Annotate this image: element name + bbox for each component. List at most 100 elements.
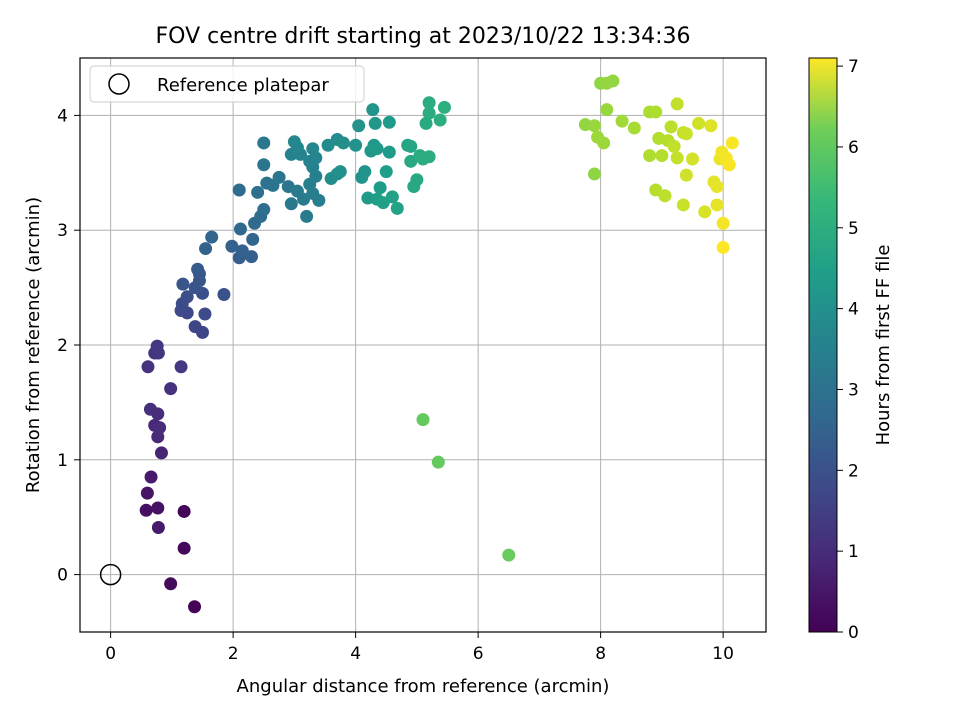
data-point — [422, 96, 436, 110]
data-points — [139, 74, 739, 614]
data-point — [716, 216, 730, 230]
x-axis-label: Angular distance from reference (arcmin) — [237, 676, 610, 697]
data-point — [597, 136, 611, 150]
data-point — [174, 360, 188, 374]
data-point — [225, 239, 239, 253]
data-point — [385, 190, 399, 204]
legend-label: Reference platepar — [157, 75, 329, 96]
data-point — [379, 165, 393, 179]
data-point — [649, 105, 663, 119]
data-point — [333, 165, 347, 179]
colorbar-tick-label: 3 — [848, 380, 859, 400]
x-tick-label: 2 — [228, 644, 239, 664]
colorbar-label: Hours from first FF file — [873, 245, 894, 446]
colorbar-tick-label: 5 — [848, 219, 859, 239]
colorbar-ticks: 0 1 2 3 4 5 6 7 — [837, 57, 859, 643]
chart-title: FOV centre drift starting at 2023/10/22 … — [156, 24, 691, 49]
data-point — [679, 127, 693, 141]
data-point — [422, 150, 436, 164]
y-tick-label: 1 — [57, 451, 68, 471]
y-tick-label: 3 — [57, 221, 68, 241]
y-axis-ticks: 0 1 2 3 4 — [57, 106, 80, 586]
data-point — [306, 142, 320, 156]
data-point — [199, 242, 213, 256]
data-point — [257, 158, 271, 172]
data-point — [246, 232, 260, 246]
data-point — [664, 120, 678, 134]
colorbar-tick-label: 0 — [848, 623, 859, 643]
colorbar-tick-label: 6 — [848, 138, 859, 158]
data-point — [704, 119, 718, 133]
colorbar-tick-label: 4 — [848, 300, 859, 320]
data-point — [153, 421, 167, 435]
data-point — [419, 116, 433, 130]
data-point — [710, 180, 724, 194]
data-point — [676, 198, 690, 212]
data-point — [422, 106, 436, 120]
data-point — [143, 402, 157, 416]
data-point — [368, 116, 382, 130]
data-point — [361, 191, 375, 205]
data-point — [643, 149, 657, 163]
x-tick-label: 4 — [350, 644, 361, 664]
reference-point — [99, 563, 122, 586]
data-point — [606, 74, 620, 88]
data-point — [355, 170, 369, 184]
data-point — [373, 181, 387, 195]
data-point — [725, 136, 739, 150]
data-point — [177, 504, 191, 518]
data-point — [150, 339, 164, 353]
data-point — [615, 114, 629, 128]
legend-reference-marker — [108, 73, 130, 95]
data-point — [655, 149, 669, 163]
data-point — [154, 446, 168, 460]
legend-box — [89, 65, 365, 103]
data-point — [370, 142, 384, 156]
data-point — [349, 138, 363, 152]
data-point — [141, 360, 155, 374]
x-tick-label: 8 — [595, 644, 606, 664]
x-tick-label: 6 — [473, 644, 484, 664]
data-point — [366, 103, 380, 117]
data-point — [205, 230, 219, 244]
data-point — [257, 203, 271, 217]
data-point — [233, 222, 247, 236]
data-point — [139, 503, 153, 517]
legend: Reference platepar — [89, 65, 365, 103]
data-point — [410, 173, 424, 187]
data-point — [235, 244, 249, 258]
data-point — [627, 121, 641, 135]
data-point — [251, 185, 265, 199]
data-point — [382, 145, 396, 159]
data-point — [431, 455, 445, 469]
data-point — [336, 136, 350, 150]
data-point — [667, 139, 681, 153]
data-point — [670, 151, 684, 165]
colorbar-tick-label: 2 — [848, 461, 859, 481]
data-point — [437, 100, 451, 114]
data-point — [177, 541, 191, 555]
data-point — [588, 167, 601, 181]
x-tick-label: 10 — [712, 644, 734, 664]
data-point — [658, 189, 672, 203]
y-tick-label: 2 — [57, 336, 68, 356]
y-tick-label: 0 — [57, 566, 68, 586]
data-point — [433, 113, 447, 127]
data-point — [217, 287, 231, 301]
data-point — [198, 307, 212, 321]
data-point — [416, 413, 430, 427]
x-axis-ticks: 0 2 4 6 8 10 — [105, 632, 734, 664]
data-point — [284, 197, 298, 211]
data-point — [382, 115, 396, 129]
reference-marker — [99, 563, 122, 586]
data-point — [188, 320, 202, 334]
colorbar-tick-label: 7 — [848, 57, 859, 77]
data-point — [176, 277, 190, 291]
data-point — [151, 521, 165, 535]
data-point — [502, 548, 516, 562]
data-point — [191, 262, 205, 276]
data-point — [164, 577, 178, 591]
data-point — [287, 135, 301, 149]
data-point — [716, 240, 730, 254]
